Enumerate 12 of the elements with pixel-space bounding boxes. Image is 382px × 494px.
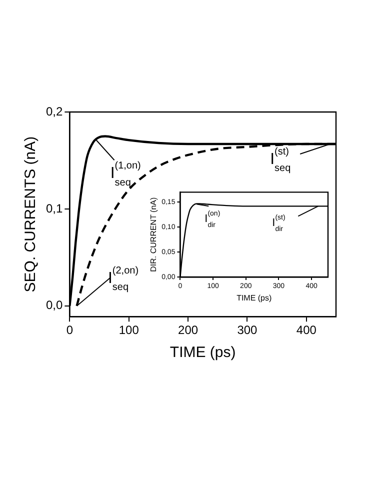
x-tick-label: 200 — [178, 323, 198, 338]
x-tick-label: 400 — [296, 323, 317, 338]
y-tick-label: 0,2 — [46, 104, 63, 118]
y-axis-title: DIR. CURRENT (nA) — [149, 197, 158, 272]
y-tick-label: 0,0 — [46, 298, 63, 312]
x-tick-label: 0 — [66, 323, 74, 338]
x-axis-title: TIME (ps) — [170, 344, 236, 362]
y-axis-title: SEQ. CURRENTS (nA) — [22, 136, 40, 292]
x-axis-title: TIME (ps) — [236, 293, 272, 302]
x-tick-label: 300 — [237, 323, 258, 338]
y-tick-label: 0,1 — [46, 201, 63, 216]
x-tick-label: 100 — [118, 323, 140, 338]
